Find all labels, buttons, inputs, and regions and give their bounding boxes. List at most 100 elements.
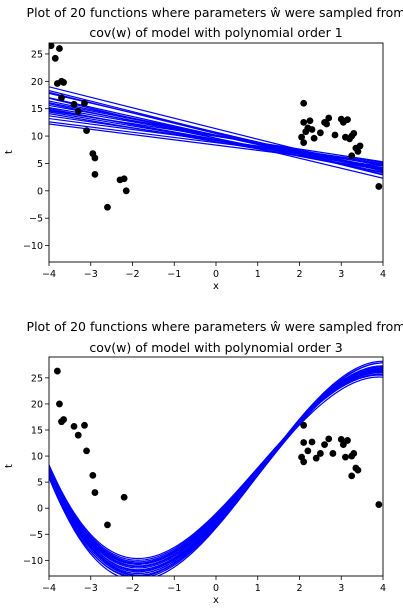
data-point <box>356 142 364 150</box>
data-point <box>83 127 90 134</box>
y-tick-label: 10 <box>31 132 43 143</box>
data-point <box>348 472 356 480</box>
chart-panel-order-1: Plot of 20 functions where parameters ŵ … <box>4 5 403 292</box>
chart-title-line-2: cov(w) of model with polynomial order 3 <box>89 340 342 355</box>
data-point <box>300 421 308 429</box>
data-point <box>300 458 308 466</box>
data-point <box>354 466 362 474</box>
chart-title-line-1: Plot of 20 functions where parameters ŵ … <box>27 319 403 334</box>
data-point <box>53 367 61 375</box>
x-tick-label: −1 <box>167 269 181 280</box>
data-point <box>70 100 78 108</box>
series-line-6 <box>49 368 383 571</box>
x-tick-label: 4 <box>380 583 386 594</box>
data-point <box>74 431 82 439</box>
data-point <box>91 171 99 178</box>
series-line-18 <box>49 97 383 179</box>
chart-panel-order-3: Plot of 20 functions where parameters ŵ … <box>4 319 403 606</box>
series-line-9 <box>49 371 383 565</box>
data-point <box>348 152 356 160</box>
data-point <box>104 521 111 529</box>
data-point <box>300 139 308 147</box>
data-point <box>83 447 90 455</box>
x-tick-label: 1 <box>255 583 261 594</box>
series-line-14 <box>49 360 383 576</box>
y-tick-label: 10 <box>31 452 43 463</box>
series-line-20 <box>49 110 383 163</box>
data-point <box>331 131 339 139</box>
series-lines <box>49 86 383 179</box>
data-point <box>58 418 65 426</box>
axes-frame <box>48 42 384 263</box>
x-tick-label: 4 <box>380 269 386 280</box>
x-tick-label: −3 <box>84 583 98 594</box>
y-axis-label: t <box>4 464 15 468</box>
data-point <box>300 118 308 126</box>
data-point <box>89 471 97 479</box>
data-point <box>337 435 345 443</box>
data-point <box>81 99 88 107</box>
data-point <box>375 501 383 508</box>
data-point <box>304 447 312 455</box>
x-axis-label: x <box>213 281 219 292</box>
data-point <box>350 129 358 137</box>
x-tick-label: −3 <box>84 269 98 280</box>
series-line-13 <box>49 374 383 560</box>
data-point <box>350 450 358 457</box>
x-tick-label: 2 <box>296 583 302 594</box>
data-point <box>323 120 331 128</box>
data-point <box>316 129 324 137</box>
data-point <box>53 80 61 87</box>
y-tick-label: 20 <box>31 399 43 410</box>
data-point <box>56 400 63 408</box>
x-tick-label: −2 <box>125 583 139 594</box>
data-point <box>70 422 78 430</box>
series-line-15 <box>49 117 383 163</box>
data-point <box>91 489 99 496</box>
data-point <box>375 183 383 190</box>
series-line-18 <box>49 362 383 575</box>
x-tick-label: −4 <box>42 269 56 280</box>
series-line-11 <box>49 372 383 563</box>
y-tick-label: −10 <box>23 556 43 567</box>
y-tick-label: 5 <box>37 159 43 170</box>
series-line-17 <box>49 370 383 565</box>
data-point <box>354 148 362 155</box>
data-point <box>344 437 351 444</box>
data-point <box>344 116 351 124</box>
y-tick-label: 15 <box>31 104 43 115</box>
series-line-16 <box>49 121 383 165</box>
data-point <box>104 203 111 211</box>
series-line-10 <box>49 372 383 564</box>
data-point <box>120 493 128 501</box>
data-point <box>91 154 99 162</box>
data-point <box>308 438 316 446</box>
x-tick-label: 1 <box>255 269 261 280</box>
series-line-12 <box>49 373 383 561</box>
series-line-16 <box>49 369 383 568</box>
y-tick-label: 20 <box>31 77 43 88</box>
series-line-17 <box>49 123 383 167</box>
x-tick-label: −1 <box>167 583 181 594</box>
data-point <box>81 421 88 429</box>
series-line-20 <box>49 368 383 576</box>
y-tick-label: 0 <box>37 186 43 197</box>
y-tick-label: 5 <box>37 478 43 489</box>
y-axis-label: t <box>4 150 15 154</box>
data-point <box>339 441 347 448</box>
x-tick-label: 0 <box>213 583 219 594</box>
y-tick-label: 25 <box>31 49 43 60</box>
data-point <box>298 133 305 141</box>
chart-title-line-2: cov(w) of model with polynomial order 1 <box>89 25 342 40</box>
data-point <box>342 453 349 461</box>
x-tick-label: −2 <box>125 269 139 280</box>
data-points <box>53 367 383 529</box>
series-line-15 <box>49 365 383 572</box>
data-point <box>316 450 324 457</box>
series-line-19 <box>49 376 383 565</box>
x-tick-label: 0 <box>213 269 219 280</box>
data-point <box>58 94 65 102</box>
data-point <box>312 454 320 462</box>
series-line-7 <box>49 369 383 569</box>
